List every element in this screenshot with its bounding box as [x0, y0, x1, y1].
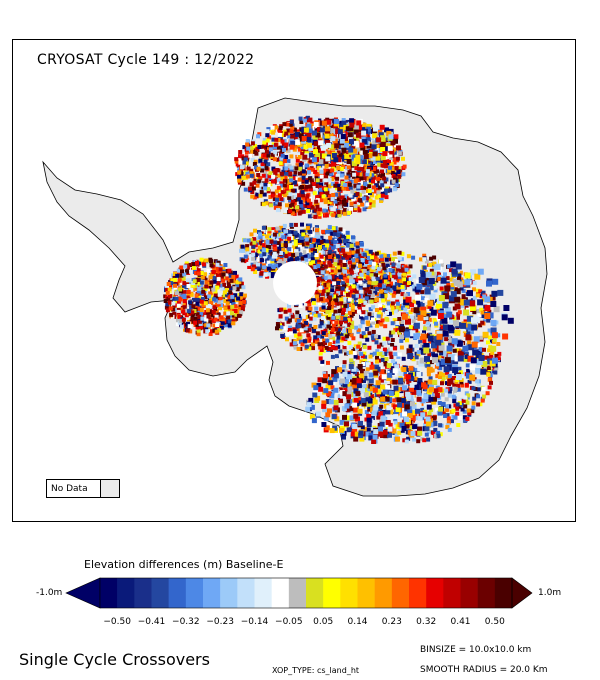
colorbar-tick-label: 0.50	[484, 617, 505, 627]
colorbar-swatch	[288, 578, 307, 608]
colorbar-swatch	[306, 578, 324, 608]
colorbar-tick-label: −0.41	[137, 617, 166, 627]
colorbar-max-label: 1.0m	[538, 588, 562, 598]
map-title: CRYOSAT Cycle 149 : 12/2022	[37, 52, 255, 68]
colorbar-swatch	[134, 578, 152, 608]
colorbar-swatch	[323, 578, 341, 608]
colorbar-tick-label: −0.32	[172, 617, 200, 627]
colorbar-swatch	[409, 578, 427, 608]
colorbar-tick-label: −0.23	[206, 617, 234, 627]
colorbar-tick-label: 0.32	[416, 617, 437, 627]
colorbar-swatch	[185, 578, 204, 608]
map-panel: CRYOSAT Cycle 149 : 12/2022 No Data	[12, 39, 576, 522]
colorbar-swatch	[494, 578, 513, 608]
colorbar-swatch	[151, 578, 169, 608]
colorbar-swatch	[477, 578, 496, 608]
colorbar-tick-label: 0.14	[347, 617, 368, 627]
colorbar-tick-label: 0.23	[381, 617, 402, 627]
pole-hole	[273, 261, 317, 305]
colorbar-swatch	[220, 578, 238, 608]
colorbar	[65, 577, 533, 609]
colorbar-swatch	[340, 578, 358, 608]
colorbar-tick-label: −0.50	[103, 617, 131, 627]
colorbar-swatch	[460, 578, 478, 608]
xop-type-label: XOP_TYPE: cs_land_ht	[272, 666, 360, 675]
colorbar-tick-label: 0.41	[450, 617, 471, 627]
colorbar-min-label: -1.0m	[36, 588, 63, 598]
colorbar-title: Elevation differences (m) Baseline-E	[84, 558, 284, 571]
colorbar-swatch	[100, 578, 118, 608]
binsize-label: BINSIZE = 10.0x10.0 km	[420, 645, 532, 655]
colorbar-swatch	[203, 578, 221, 608]
no-data-swatch	[100, 479, 120, 498]
crossover-data-layer	[163, 115, 514, 444]
colorbar-swatch	[374, 578, 393, 608]
antarctica-map	[42, 97, 548, 497]
colorbar-swatch	[426, 578, 444, 608]
colorbar-swatch	[271, 578, 290, 608]
colorbar-tick-label: −0.05	[275, 617, 303, 627]
colorbar-swatch	[117, 578, 135, 608]
no-data-legend: No Data	[46, 479, 120, 498]
footer-title: Single Cycle Crossovers	[19, 650, 210, 669]
colorbar-tick-label: 0.05	[313, 617, 334, 627]
colorbar-min-arrow	[65, 577, 101, 609]
colorbar-swatch	[237, 578, 255, 608]
colorbar-swatch	[254, 578, 272, 608]
colorbar-swatch	[443, 578, 461, 608]
colorbar-swatch	[168, 578, 187, 608]
colorbar-swatch	[391, 578, 410, 608]
colorbar-tick-label: −0.14	[240, 617, 269, 627]
no-data-label: No Data	[46, 479, 100, 498]
smooth-radius-label: SMOOTH RADIUS = 20.0 Km	[420, 665, 548, 675]
colorbar-max-arrow	[511, 577, 533, 609]
colorbar-swatch	[357, 578, 375, 608]
